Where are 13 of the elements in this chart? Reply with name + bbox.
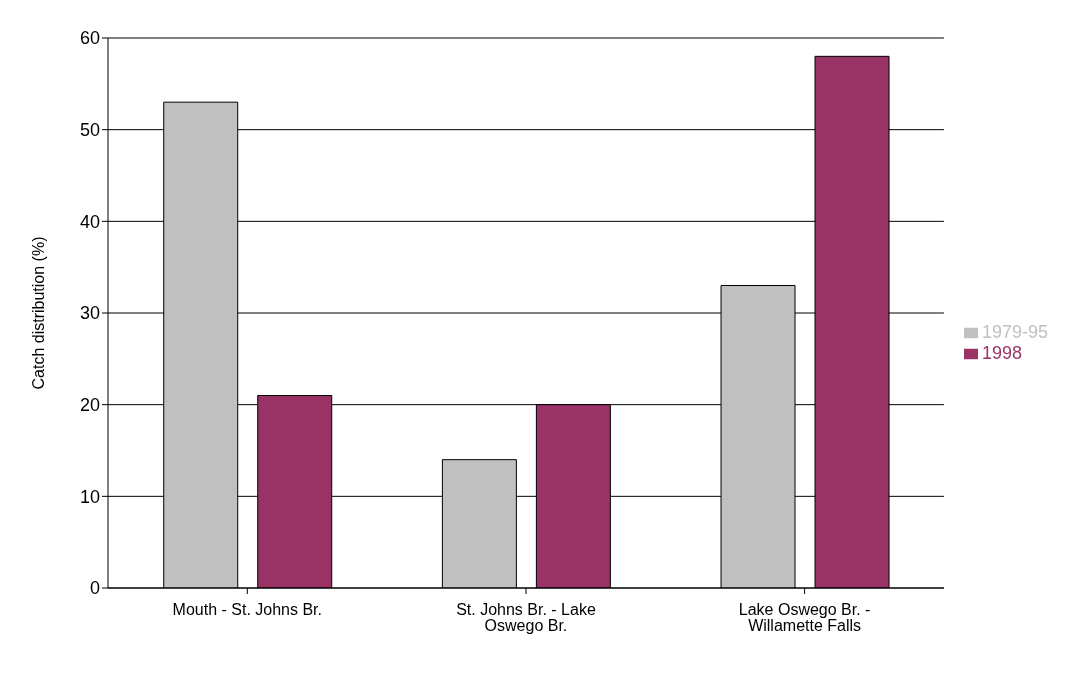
y-tick-label: 40 — [79, 211, 100, 232]
y-axis-title: Catch distribution (%) — [29, 236, 47, 390]
x-tick-label: Lake Oswego Br. - Willamette Falls — [738, 601, 871, 635]
legend-label: 1979-95 — [981, 322, 1048, 342]
y-tick-label: 20 — [79, 395, 100, 416]
y-tick-label: 50 — [79, 120, 100, 141]
legend-label: 1998 — [981, 343, 1022, 363]
y-tick-label: 60 — [79, 28, 100, 49]
y-tick-label: 30 — [79, 303, 100, 324]
x-tick-label: St. Johns Br. - Lake Oswego Br. — [456, 601, 596, 635]
y-tick-label: 10 — [79, 486, 100, 507]
y-tick-label: 0 — [89, 578, 100, 599]
x-tick-label: Mouth - St. Johns Br. — [172, 601, 323, 619]
